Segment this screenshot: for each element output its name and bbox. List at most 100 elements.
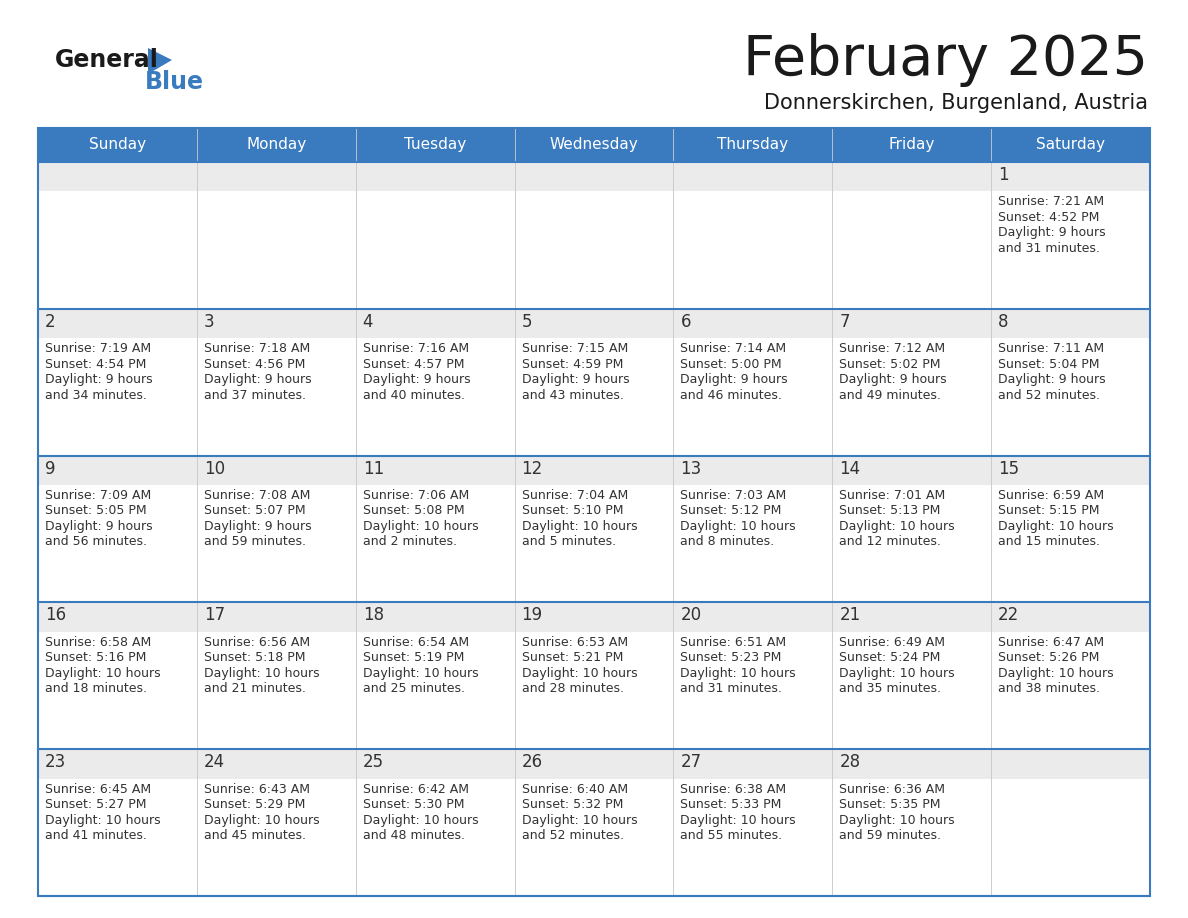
- Text: and 59 minutes.: and 59 minutes.: [204, 535, 305, 548]
- Text: and 45 minutes.: and 45 minutes.: [204, 829, 305, 842]
- Bar: [38, 191, 1150, 308]
- Text: Sunrise: 7:04 AM: Sunrise: 7:04 AM: [522, 489, 627, 502]
- Text: Sunrise: 6:40 AM: Sunrise: 6:40 AM: [522, 782, 627, 796]
- Text: Daylight: 10 hours: Daylight: 10 hours: [839, 813, 955, 826]
- Text: 22: 22: [998, 607, 1019, 624]
- Text: Sunset: 5:16 PM: Sunset: 5:16 PM: [45, 651, 146, 665]
- Text: Sunset: 5:19 PM: Sunset: 5:19 PM: [362, 651, 465, 665]
- Text: 11: 11: [362, 460, 384, 477]
- Text: Sunset: 5:35 PM: Sunset: 5:35 PM: [839, 798, 941, 812]
- Text: Sunrise: 7:09 AM: Sunrise: 7:09 AM: [45, 489, 151, 502]
- Text: Sunset: 5:29 PM: Sunset: 5:29 PM: [204, 798, 305, 812]
- Text: and 52 minutes.: and 52 minutes.: [998, 388, 1100, 402]
- Text: Saturday: Saturday: [1036, 138, 1105, 152]
- Text: 14: 14: [839, 460, 860, 477]
- Text: Daylight: 10 hours: Daylight: 10 hours: [362, 813, 479, 826]
- Text: Sunset: 4:54 PM: Sunset: 4:54 PM: [45, 358, 146, 371]
- Text: Daylight: 10 hours: Daylight: 10 hours: [362, 666, 479, 679]
- Text: 13: 13: [681, 460, 702, 477]
- Text: and 12 minutes.: and 12 minutes.: [839, 535, 941, 548]
- Text: 28: 28: [839, 753, 860, 771]
- Bar: [38, 602, 1150, 632]
- Text: Daylight: 10 hours: Daylight: 10 hours: [45, 666, 160, 679]
- Text: Sunset: 5:12 PM: Sunset: 5:12 PM: [681, 505, 782, 518]
- Text: and 48 minutes.: and 48 minutes.: [362, 829, 465, 842]
- Text: Daylight: 10 hours: Daylight: 10 hours: [998, 666, 1114, 679]
- Text: and 38 minutes.: and 38 minutes.: [998, 682, 1100, 695]
- Bar: [38, 128, 1150, 896]
- Text: Daylight: 9 hours: Daylight: 9 hours: [681, 373, 788, 386]
- Text: Wednesday: Wednesday: [550, 138, 638, 152]
- Text: 17: 17: [204, 607, 225, 624]
- Text: General: General: [55, 48, 159, 72]
- Text: Sunrise: 6:49 AM: Sunrise: 6:49 AM: [839, 636, 946, 649]
- Text: Sunset: 4:56 PM: Sunset: 4:56 PM: [204, 358, 305, 371]
- Text: and 5 minutes.: and 5 minutes.: [522, 535, 615, 548]
- Text: Sunset: 5:00 PM: Sunset: 5:00 PM: [681, 358, 782, 371]
- Bar: [38, 455, 1150, 485]
- Text: Daylight: 9 hours: Daylight: 9 hours: [522, 373, 630, 386]
- Text: Sunset: 5:07 PM: Sunset: 5:07 PM: [204, 505, 305, 518]
- Text: Daylight: 10 hours: Daylight: 10 hours: [45, 813, 160, 826]
- Text: Sunrise: 6:45 AM: Sunrise: 6:45 AM: [45, 782, 151, 796]
- Text: Sunset: 4:52 PM: Sunset: 4:52 PM: [998, 211, 1100, 224]
- Text: Sunrise: 7:01 AM: Sunrise: 7:01 AM: [839, 489, 946, 502]
- Text: 9: 9: [45, 460, 56, 477]
- Text: and 59 minutes.: and 59 minutes.: [839, 829, 941, 842]
- Text: Daylight: 9 hours: Daylight: 9 hours: [204, 520, 311, 533]
- Text: and 37 minutes.: and 37 minutes.: [204, 388, 305, 402]
- Text: and 28 minutes.: and 28 minutes.: [522, 682, 624, 695]
- Text: and 15 minutes.: and 15 minutes.: [998, 535, 1100, 548]
- Text: 25: 25: [362, 753, 384, 771]
- Text: and 21 minutes.: and 21 minutes.: [204, 682, 305, 695]
- Text: and 56 minutes.: and 56 minutes.: [45, 535, 147, 548]
- Text: Sunrise: 6:47 AM: Sunrise: 6:47 AM: [998, 636, 1105, 649]
- Text: 23: 23: [45, 753, 67, 771]
- Text: Daylight: 10 hours: Daylight: 10 hours: [839, 520, 955, 533]
- Text: Daylight: 9 hours: Daylight: 9 hours: [998, 373, 1106, 386]
- Text: Daylight: 10 hours: Daylight: 10 hours: [681, 813, 796, 826]
- Text: Sunrise: 7:19 AM: Sunrise: 7:19 AM: [45, 342, 151, 355]
- Text: Thursday: Thursday: [718, 138, 789, 152]
- Text: Sunset: 5:04 PM: Sunset: 5:04 PM: [998, 358, 1100, 371]
- Text: Sunset: 5:02 PM: Sunset: 5:02 PM: [839, 358, 941, 371]
- Text: Blue: Blue: [145, 70, 204, 94]
- Text: Sunrise: 7:21 AM: Sunrise: 7:21 AM: [998, 196, 1105, 208]
- Text: Sunrise: 7:14 AM: Sunrise: 7:14 AM: [681, 342, 786, 355]
- Text: 6: 6: [681, 313, 691, 330]
- Text: Sunrise: 7:12 AM: Sunrise: 7:12 AM: [839, 342, 946, 355]
- Text: 10: 10: [204, 460, 225, 477]
- Bar: [38, 162, 1150, 191]
- Text: Daylight: 10 hours: Daylight: 10 hours: [204, 813, 320, 826]
- Bar: [38, 632, 1150, 749]
- Text: Sunset: 5:27 PM: Sunset: 5:27 PM: [45, 798, 146, 812]
- Text: 19: 19: [522, 607, 543, 624]
- Text: Sunrise: 7:11 AM: Sunrise: 7:11 AM: [998, 342, 1105, 355]
- Text: and 8 minutes.: and 8 minutes.: [681, 535, 775, 548]
- Bar: [38, 749, 1150, 778]
- Text: Sunset: 4:57 PM: Sunset: 4:57 PM: [362, 358, 465, 371]
- Text: Daylight: 9 hours: Daylight: 9 hours: [839, 373, 947, 386]
- Text: 24: 24: [204, 753, 225, 771]
- Text: and 43 minutes.: and 43 minutes.: [522, 388, 624, 402]
- Text: Sunrise: 6:51 AM: Sunrise: 6:51 AM: [681, 636, 786, 649]
- Text: 20: 20: [681, 607, 702, 624]
- Text: and 55 minutes.: and 55 minutes.: [681, 829, 783, 842]
- Text: Sunset: 5:08 PM: Sunset: 5:08 PM: [362, 505, 465, 518]
- Text: Daylight: 10 hours: Daylight: 10 hours: [998, 520, 1114, 533]
- Text: Daylight: 10 hours: Daylight: 10 hours: [522, 520, 637, 533]
- Text: Sunset: 5:15 PM: Sunset: 5:15 PM: [998, 505, 1100, 518]
- Text: 18: 18: [362, 607, 384, 624]
- Text: Sunrise: 6:58 AM: Sunrise: 6:58 AM: [45, 636, 151, 649]
- Text: and 2 minutes.: and 2 minutes.: [362, 535, 456, 548]
- Text: Daylight: 9 hours: Daylight: 9 hours: [45, 373, 152, 386]
- Text: 7: 7: [839, 313, 849, 330]
- Text: Daylight: 10 hours: Daylight: 10 hours: [362, 520, 479, 533]
- Text: and 34 minutes.: and 34 minutes.: [45, 388, 147, 402]
- Text: February 2025: February 2025: [742, 33, 1148, 87]
- Text: 3: 3: [204, 313, 215, 330]
- Text: Sunrise: 7:16 AM: Sunrise: 7:16 AM: [362, 342, 469, 355]
- Text: Sunset: 5:13 PM: Sunset: 5:13 PM: [839, 505, 941, 518]
- Text: Sunset: 5:32 PM: Sunset: 5:32 PM: [522, 798, 623, 812]
- Text: Sunset: 5:18 PM: Sunset: 5:18 PM: [204, 651, 305, 665]
